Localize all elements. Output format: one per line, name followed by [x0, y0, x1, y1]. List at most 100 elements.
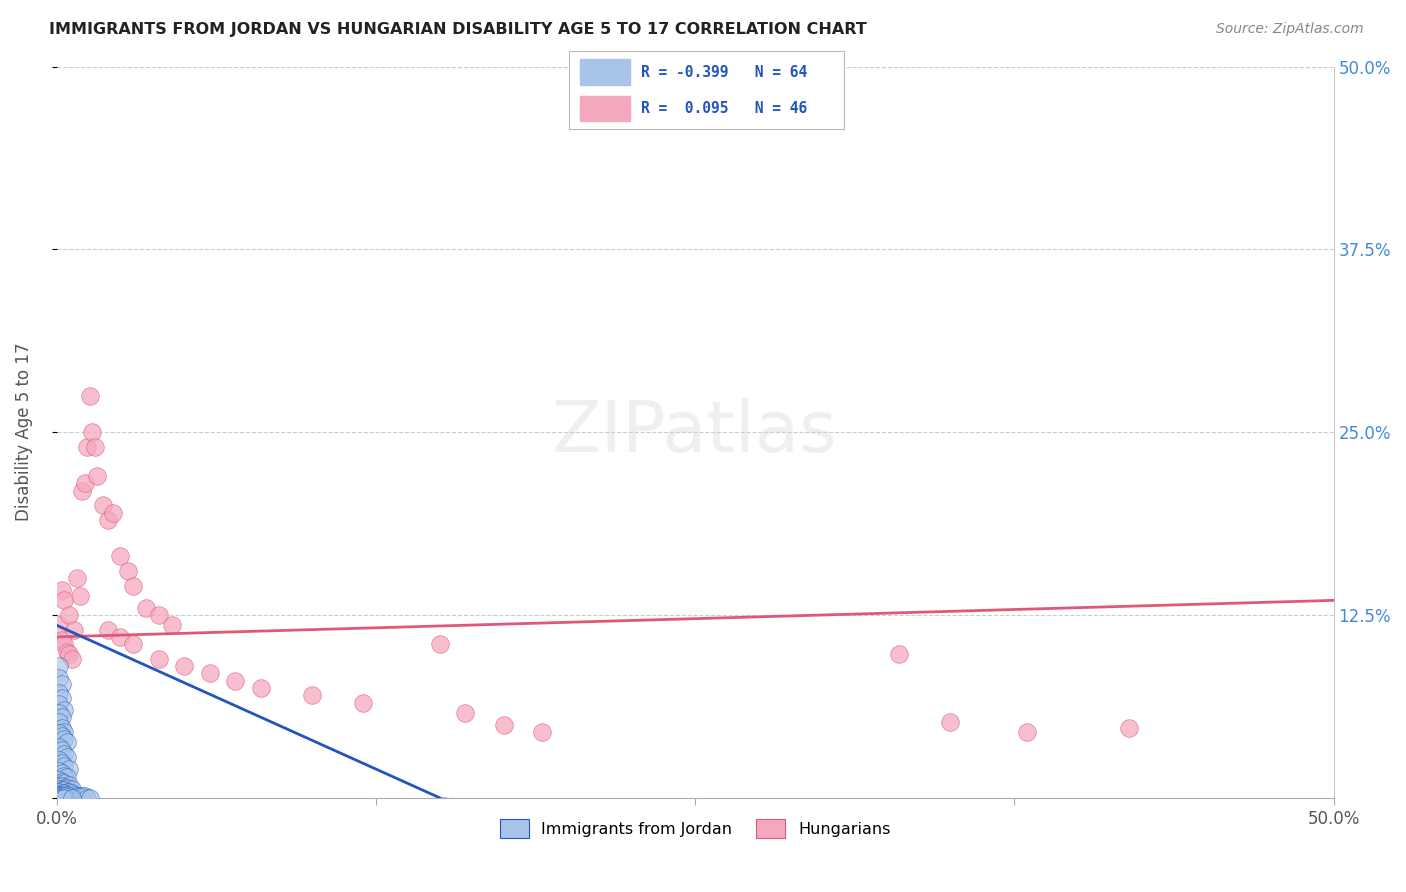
Point — [53, 783, 76, 797]
Point — [48, 788, 70, 802]
Point — [60, 786, 83, 800]
Point — [51, 786, 73, 800]
Point — [84, 440, 107, 454]
Legend: Immigrants from Jordan, Hungarians: Immigrants from Jordan, Hungarians — [494, 813, 897, 845]
Text: Source: ZipAtlas.com: Source: ZipAtlas.com — [1216, 22, 1364, 37]
Point — [48, 659, 70, 673]
Point — [53, 776, 76, 790]
Point — [51, 779, 73, 793]
Point — [148, 607, 170, 622]
Point — [51, 790, 73, 805]
Point — [101, 506, 124, 520]
Point — [58, 778, 80, 792]
Point — [51, 583, 73, 598]
Point — [53, 789, 76, 804]
Point — [58, 607, 80, 622]
Point — [1118, 721, 1140, 735]
Point — [76, 790, 98, 805]
Point — [58, 762, 80, 776]
Bar — [581, 96, 630, 121]
Point — [1015, 725, 1038, 739]
Point — [51, 691, 73, 706]
Point — [117, 564, 139, 578]
Point — [79, 790, 101, 805]
Point — [48, 671, 70, 685]
Point — [250, 681, 273, 695]
Point — [51, 783, 73, 797]
Point — [58, 648, 80, 662]
Point — [97, 513, 120, 527]
Point — [939, 714, 962, 729]
Point — [48, 685, 70, 699]
Point — [60, 652, 83, 666]
Point — [48, 789, 70, 804]
Point — [48, 618, 70, 632]
Y-axis label: Disability Age 5 to 17: Disability Age 5 to 17 — [15, 343, 32, 522]
Point — [63, 788, 86, 802]
Point — [110, 630, 132, 644]
Point — [160, 618, 183, 632]
Point — [48, 782, 70, 797]
Point — [48, 739, 70, 754]
Point — [48, 785, 70, 799]
Point — [58, 785, 80, 799]
Point — [73, 476, 96, 491]
Point — [56, 788, 79, 802]
Point — [48, 753, 70, 767]
Point — [56, 735, 79, 749]
Point — [530, 725, 553, 739]
Point — [51, 721, 73, 735]
Point — [51, 632, 73, 647]
Point — [51, 774, 73, 789]
Point — [53, 725, 76, 739]
Point — [48, 697, 70, 711]
Point — [58, 789, 80, 804]
Point — [122, 637, 145, 651]
Point — [51, 756, 73, 770]
Point — [79, 389, 101, 403]
Point — [173, 659, 195, 673]
Point — [889, 648, 911, 662]
Point — [48, 706, 70, 720]
Point — [60, 782, 83, 797]
Point — [53, 747, 76, 761]
Point — [91, 498, 114, 512]
Point — [53, 786, 76, 800]
Point — [135, 600, 157, 615]
Point — [70, 789, 93, 804]
Point — [53, 637, 76, 651]
Point — [60, 790, 83, 805]
Point — [56, 785, 79, 799]
Text: IMMIGRANTS FROM JORDAN VS HUNGARIAN DISABILITY AGE 5 TO 17 CORRELATION CHART: IMMIGRANTS FROM JORDAN VS HUNGARIAN DISA… — [49, 22, 868, 37]
Point — [51, 710, 73, 724]
Point — [86, 469, 108, 483]
Point — [53, 758, 76, 772]
Point — [148, 652, 170, 666]
Text: ZIPatlas: ZIPatlas — [553, 398, 838, 467]
Point — [56, 770, 79, 784]
Point — [82, 425, 104, 440]
Point — [76, 440, 98, 454]
Point — [122, 579, 145, 593]
Point — [53, 593, 76, 607]
Point — [51, 766, 73, 780]
Point — [53, 780, 76, 795]
Point — [492, 717, 515, 731]
Point — [48, 790, 70, 805]
Point — [53, 732, 76, 747]
Point — [352, 696, 374, 710]
Point — [224, 673, 246, 688]
Point — [198, 666, 221, 681]
Point — [454, 706, 477, 720]
Point — [53, 769, 76, 783]
Point — [56, 749, 79, 764]
Point — [53, 790, 76, 805]
Point — [429, 637, 451, 651]
Point — [56, 780, 79, 795]
Point — [73, 789, 96, 804]
Point — [51, 788, 73, 802]
Point — [301, 689, 323, 703]
Point — [110, 549, 132, 564]
Point — [48, 779, 70, 793]
Point — [70, 483, 93, 498]
